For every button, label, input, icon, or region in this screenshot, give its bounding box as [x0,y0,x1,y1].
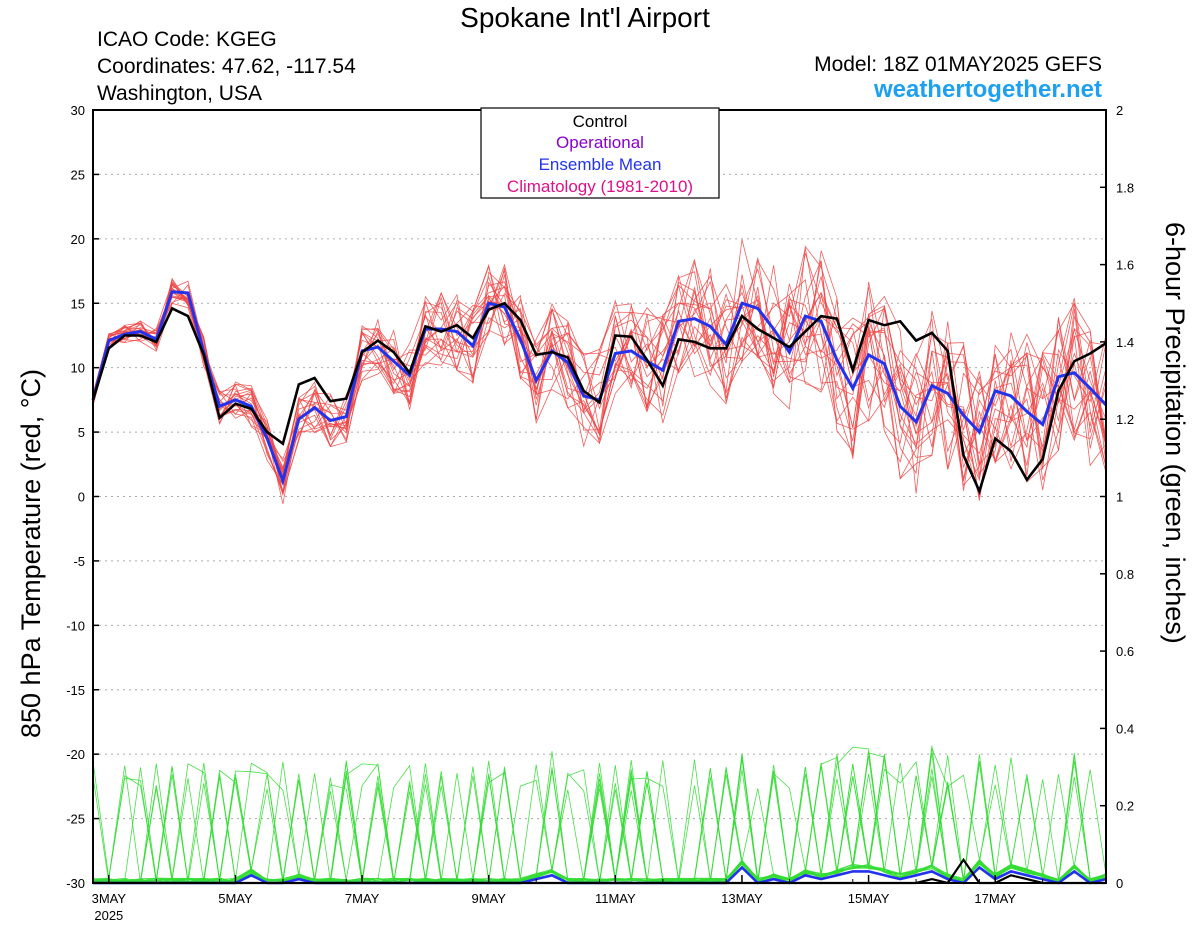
precip-member-line [92,752,1107,884]
temp-member-line [92,281,1107,482]
x-tick-label: 5MAY [218,891,253,906]
coordinates: Coordinates: 47.62, -117.54 [97,55,356,78]
y2-tick-label: 0.4 [1116,721,1134,736]
x-tick-label: 9MAY [471,891,506,906]
control-temp-line [91,301,1107,496]
y-tick-label: 25 [71,167,85,182]
precip-members [92,745,1107,884]
temp-member-line [92,268,1107,476]
station-info: ICAO Code: KGEG Coordinates: 47.62, -117… [97,26,356,107]
x-tick-label: 7MAY [345,891,380,906]
axes: -30-25-20-15-10-505101520253000.20.40.60… [66,103,1134,923]
y2-tick-label: 1.6 [1116,258,1134,273]
y-tick-label: 15 [71,296,85,311]
precip-member-line [92,746,1107,884]
y-tick-label: 5 [78,425,85,440]
x-tick-label: 11MAY [595,891,636,906]
precip-member-line [92,746,1107,884]
x-tick-sublabel: 2025 [94,908,123,923]
y-tick-label: 0 [78,490,85,505]
legend-climatology: Climatology (1981-2010) [507,177,693,196]
page-title: Spokane Int'l Airport [460,2,710,33]
y-tick-label: -5 [73,554,85,569]
y2-tick-label: 1.4 [1116,335,1134,350]
site-link[interactable]: weathertogether.net [873,76,1102,103]
temp-member-line [92,260,1107,495]
y2-tick-label: 0 [1116,876,1123,891]
temp-members [92,239,1107,504]
legend-box [480,107,720,199]
x-tick-label: 15MAY [848,891,890,906]
y2-tick-label: 0.2 [1116,799,1134,814]
temp-member-line [92,265,1107,501]
grid [93,173,1106,820]
temp-member-line [92,265,1107,497]
precip-member-line [92,750,1107,884]
icao-code: ICAO Code: KGEG [97,28,277,51]
legend-operational: Operational [556,133,644,152]
temp-member-line [92,268,1107,486]
x-tick-label: 3MAY [92,891,127,906]
legend-control: Control [573,112,628,131]
temp-member-line [92,261,1107,471]
series [91,290,1108,885]
precip-member-line [92,751,1107,884]
temp-member-line [92,259,1107,491]
y2-tick-label: 0.6 [1116,644,1134,659]
legend: Control Operational Ensemble Mean Climat… [480,107,720,199]
y-tick-label: -20 [66,747,85,762]
y-tick-label: -15 [66,683,85,698]
y-tick-label: 30 [71,103,85,118]
y2-tick-label: 1 [1116,490,1123,505]
precip-member-line [92,745,1107,883]
region: Washington, USA [97,82,262,105]
y-tick-label: -30 [66,876,85,891]
x-tick-label: 13MAY [721,891,763,906]
y2-tick-label: 2 [1116,103,1123,118]
y2-tick-label: 0.8 [1116,567,1134,582]
y2-tick-label: 1.8 [1116,180,1134,195]
temp-member-line [92,245,1107,482]
y-tick-label: 10 [71,361,85,376]
y-tick-label: 20 [71,232,85,247]
temp-member-line [92,267,1107,491]
x-tick-label: 17MAY [974,891,1016,906]
legend-mean: Ensemble Mean [539,155,662,174]
y2-tick-label: 1.2 [1116,412,1134,427]
y-tick-label: -25 [66,812,85,827]
model-run: Model: 18Z 01MAY2025 GEFS [814,53,1102,76]
y-tick-label: -10 [66,618,85,633]
